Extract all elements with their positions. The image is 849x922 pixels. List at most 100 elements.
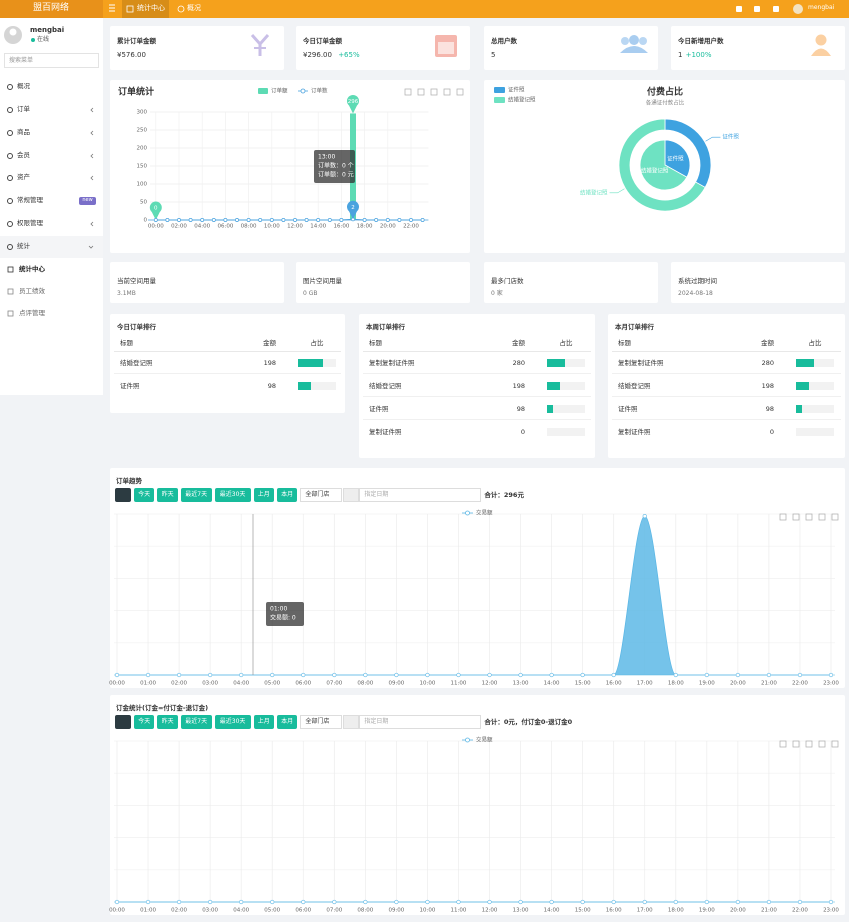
line-point (735, 899, 740, 905)
row-divider (363, 373, 591, 374)
x-tick-label: 18:00 (668, 681, 684, 687)
line-point (425, 899, 430, 905)
filter-button[interactable] (253, 715, 274, 729)
tooltip-text: 01:00 (270, 606, 287, 613)
row-title: 复制复制证件照 (369, 359, 415, 367)
line-point (397, 218, 402, 222)
stat-icon (629, 35, 639, 45)
label-line (705, 136, 721, 142)
x-tick-label: 19:00 (699, 681, 715, 687)
x-tick-label: 12:00 (482, 908, 498, 914)
line-point (735, 672, 740, 678)
data-label: 296 (348, 99, 359, 105)
submenu-item[interactable]: 统计中心 (19, 265, 45, 273)
chart-subtitle: 各通证付款占比 (646, 99, 685, 107)
store-select-label: 全部门店 (305, 718, 330, 725)
marker-pin (347, 200, 360, 220)
legend-swatch (300, 88, 306, 94)
menu-item[interactable]: 概况 (17, 82, 30, 90)
refresh-button[interactable] (115, 715, 131, 729)
slice-label: 结婚登记照 (580, 188, 608, 196)
column-header: 金额 (761, 339, 774, 347)
search-box[interactable] (4, 53, 99, 68)
menu-item[interactable]: 会员 (17, 151, 30, 159)
tab-label[interactable]: 概况 (187, 4, 201, 12)
legend-swatch (258, 88, 268, 94)
line-point (208, 672, 213, 678)
store-select[interactable] (300, 488, 343, 502)
legend-swatch (465, 510, 470, 516)
menu-item[interactable]: 权限管理 (17, 219, 43, 227)
filter-button[interactable] (180, 488, 212, 502)
line-point (145, 899, 151, 905)
filter-button[interactable] (157, 488, 178, 502)
row-amount: 280 (512, 359, 525, 367)
x-tick-label: 23:00 (823, 681, 839, 687)
stat-value: ¥296.00 (303, 51, 332, 59)
filter-button[interactable] (134, 488, 155, 502)
filter-button[interactable] (277, 488, 298, 502)
submenu-item[interactable]: 点评管理 (19, 309, 45, 317)
filter-button[interactable] (157, 715, 178, 729)
line-point (363, 672, 368, 678)
info-value: 0 家 (491, 290, 503, 297)
menu-item[interactable]: 统计 (17, 242, 30, 250)
filter-button[interactable] (134, 715, 155, 729)
x-tick-label: 00:00 (148, 224, 164, 230)
line-point (828, 672, 834, 678)
header-user[interactable]: mengbai (808, 4, 835, 11)
line-point (270, 899, 275, 905)
chart-title: 订金统计(订金=付订金-退订金) (116, 703, 208, 712)
line-point (211, 218, 216, 222)
stat-icon (621, 37, 629, 45)
date-addon (343, 715, 360, 729)
brand-area (0, 0, 103, 18)
date-input[interactable] (359, 488, 482, 502)
line-point (246, 218, 251, 222)
filter-button[interactable] (253, 488, 274, 502)
menu-item[interactable]: 订单 (17, 105, 30, 113)
menu-arrow (90, 175, 94, 181)
line-point (580, 672, 585, 678)
menu-item[interactable]: 资产 (17, 173, 30, 181)
menu-item[interactable]: 商品 (17, 128, 30, 136)
legend-label: 交易额 (476, 509, 493, 517)
line-point (487, 899, 492, 905)
data-label: 0 (154, 206, 158, 212)
store-select-label: 全部门店 (305, 491, 330, 498)
refresh-button[interactable] (115, 488, 131, 502)
filter-button-label: 昨天 (161, 718, 174, 725)
x-tick-label: 11:00 (451, 681, 467, 687)
filter-button[interactable] (214, 488, 251, 502)
filter-button[interactable] (277, 715, 298, 729)
tab-label[interactable]: 统计中心 (137, 4, 165, 12)
submenu-item[interactable]: 员工绩效 (19, 287, 45, 295)
active-tab[interactable] (122, 0, 169, 18)
tooltip-text: 13:00 (318, 154, 335, 161)
filter-button-label: 今天 (138, 491, 151, 498)
ranking-title: 今日订单排行 (117, 323, 156, 331)
filter-button[interactable] (180, 715, 212, 729)
date-input[interactable] (359, 715, 482, 729)
menu-item[interactable]: 常规管理 (17, 196, 43, 204)
line-point (425, 672, 430, 678)
date-addon (343, 488, 360, 502)
toolbox-icon (792, 740, 800, 748)
store-select[interactable] (300, 715, 343, 729)
line-point (301, 899, 306, 905)
line-point (176, 672, 182, 678)
x-tick-label: 14:00 (544, 681, 560, 687)
row-title: 证件照 (120, 382, 140, 390)
chart-card (110, 468, 845, 688)
row-title: 证件照 (369, 405, 389, 413)
top-bar (0, 0, 849, 18)
line-point (332, 899, 337, 905)
legend-swatch (465, 737, 470, 743)
filter-button[interactable] (214, 715, 251, 729)
stat-label: 今日订单金额 (303, 37, 342, 45)
tooltip-text: 订单数：0 个 (318, 162, 354, 170)
menu-badge-text: new (82, 197, 93, 203)
filter-button-label: 今天 (138, 718, 151, 725)
x-tick-label: 13:00 (513, 908, 529, 914)
